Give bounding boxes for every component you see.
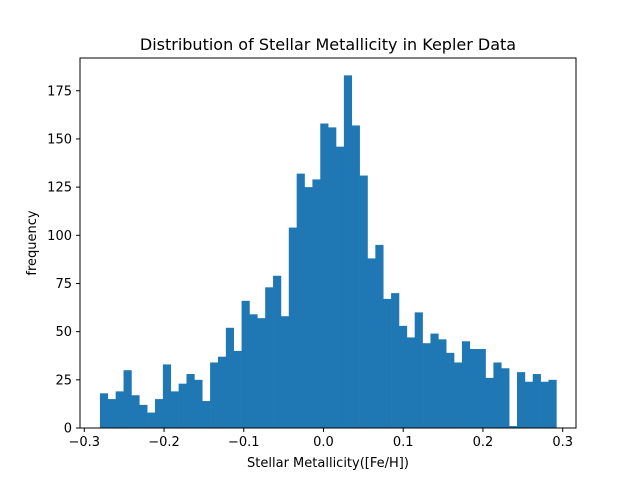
histogram-bar — [241, 300, 250, 428]
y-tick-label: 75 — [55, 277, 72, 292]
histogram-bar — [186, 374, 195, 428]
y-tick-label: 125 — [47, 181, 72, 196]
histogram-bar — [414, 312, 423, 428]
plot-area-frame — [79, 57, 577, 429]
histogram-bar — [328, 127, 337, 428]
histogram-bars — [99, 75, 557, 429]
histogram-bar — [115, 391, 124, 428]
histogram-bar — [147, 412, 156, 428]
x-tick-label: −0.2 — [148, 435, 180, 450]
histogram-bar — [217, 356, 227, 428]
y-tick-label: 50 — [55, 325, 72, 340]
histogram-bar — [367, 258, 376, 428]
histogram-bar — [162, 364, 172, 428]
histogram-bar — [257, 318, 266, 428]
x-tick-label: 0.2 — [473, 435, 494, 450]
histogram-bar — [320, 123, 329, 428]
histogram-bar — [225, 327, 235, 428]
histogram-bar — [296, 173, 305, 428]
histogram-bar — [391, 293, 400, 428]
x-tick-label: −0.3 — [69, 435, 101, 450]
x-axis-label: Stellar Metallicity([Fe/H]) — [247, 456, 409, 471]
histogram-bar — [438, 339, 447, 428]
histogram-bar — [194, 379, 203, 428]
histogram-bar — [524, 381, 534, 428]
histogram-bar — [178, 383, 187, 428]
histogram-bar — [343, 75, 353, 428]
histogram-bar — [493, 362, 502, 428]
histogram-bar — [265, 287, 274, 428]
histogram-bar — [170, 391, 179, 428]
histogram-bar — [509, 426, 518, 428]
histogram-bar — [532, 374, 541, 428]
x-axis-ticks: −0.3 −0.2 −0.1 0.0 0.1 0.2 0.3 — [69, 428, 573, 450]
x-tick-label: 0.0 — [313, 435, 334, 450]
histogram-bar — [312, 179, 321, 428]
histogram-bar — [501, 368, 510, 428]
histogram-bar — [202, 401, 211, 428]
y-tick-label: 175 — [47, 84, 72, 99]
histogram-bar — [210, 362, 219, 428]
histogram-bar — [155, 399, 164, 428]
histogram-bar — [422, 343, 431, 428]
histogram-bar — [548, 379, 557, 428]
histogram-bar — [485, 377, 494, 428]
histogram-bar — [288, 227, 297, 428]
histogram-bar — [540, 381, 549, 428]
y-axis-ticks: 0 25 50 75 100 125 150 175 — [47, 84, 80, 437]
y-tick-label: 0 — [64, 422, 72, 437]
histogram-bar — [99, 393, 109, 428]
histogram-bar — [131, 395, 140, 428]
histogram-bar — [446, 352, 455, 428]
histogram-bar — [139, 404, 148, 428]
histogram-bar — [359, 175, 368, 428]
histogram-bar — [249, 314, 258, 428]
chart-title: Distribution of Stellar Metallicity in K… — [140, 35, 516, 54]
histogram-bar — [383, 298, 392, 428]
x-tick-label: 0.3 — [552, 435, 573, 450]
y-tick-label: 150 — [47, 132, 72, 147]
histogram-bar — [461, 341, 471, 428]
histogram-bar — [454, 362, 463, 428]
histogram-bar — [304, 187, 313, 428]
histogram-bar — [280, 316, 290, 428]
histogram-bar — [517, 372, 526, 428]
histogram-bar — [123, 370, 132, 428]
y-axis-label: frequency — [25, 210, 40, 276]
x-tick-label: 0.1 — [393, 435, 414, 450]
histogram-bar — [233, 350, 242, 428]
histogram-bar — [107, 399, 116, 428]
histogram-bar — [273, 275, 282, 428]
y-tick-label: 100 — [47, 229, 72, 244]
histogram-bar — [477, 348, 486, 428]
histogram-bar — [398, 325, 408, 428]
y-tick-label: 25 — [55, 373, 72, 388]
x-tick-label: −0.1 — [228, 435, 260, 450]
histogram-bar — [469, 348, 478, 428]
histogram-bar — [351, 125, 360, 429]
histogram-bar — [375, 244, 384, 428]
histogram-bar — [336, 146, 345, 429]
histogram-bar — [430, 333, 439, 428]
histogram-bar — [406, 337, 416, 428]
